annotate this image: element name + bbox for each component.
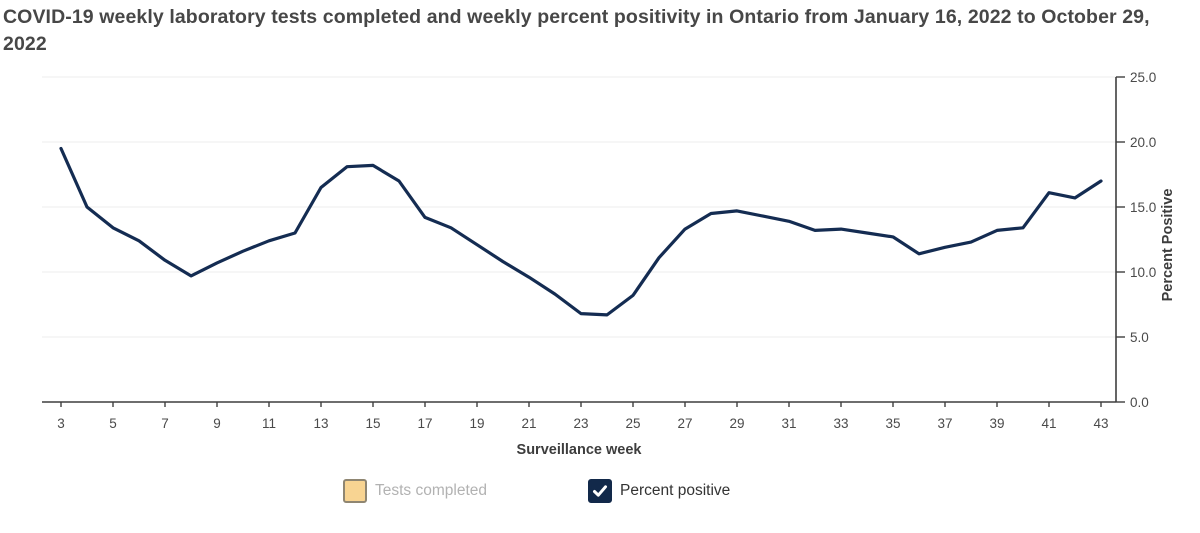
y-tick-label: 5.0 xyxy=(1130,330,1149,345)
x-tick-label: 9 xyxy=(213,416,221,431)
legend-item-percent-positive[interactable]: Percent positive xyxy=(588,479,730,503)
x-axis-title: Surveillance week xyxy=(517,442,643,458)
y-tick-label: 10.0 xyxy=(1130,265,1156,280)
percent-positive-line xyxy=(59,146,1103,317)
y-tick-label: 0.0 xyxy=(1130,395,1149,410)
y-axis-right-title: Percent Positive xyxy=(1160,189,1176,302)
x-tick-label: 33 xyxy=(833,416,848,431)
y-tick-label: 25.0 xyxy=(1130,70,1156,85)
x-tick-label: 15 xyxy=(365,416,380,431)
x-tick-label: 35 xyxy=(885,416,900,431)
x-tick-label: 11 xyxy=(262,416,276,431)
legend-label-tests-completed[interactable]: Tests completed xyxy=(375,482,487,499)
checkbox-unchecked-icon[interactable] xyxy=(343,479,367,503)
x-tick-label: 21 xyxy=(521,416,536,431)
x-tick-label: 37 xyxy=(937,416,952,431)
x-tick-label: 41 xyxy=(1041,416,1056,431)
x-tick-label: 19 xyxy=(469,416,484,431)
y-tick-label: 20.0 xyxy=(1130,135,1156,150)
checkmark-icon xyxy=(593,485,607,497)
x-tick-label: 17 xyxy=(417,416,432,431)
x-tick-label: 39 xyxy=(989,416,1004,431)
checkbox-checked-icon[interactable] xyxy=(588,479,612,503)
x-tick-label: 25 xyxy=(625,416,640,431)
legend-item-tests-completed[interactable]: Tests completed xyxy=(343,479,487,503)
chart-title: COVID-19 weekly laboratory tests complet… xyxy=(3,6,1150,55)
x-tick-label: 13 xyxy=(313,416,328,431)
x-tick-label: 31 xyxy=(781,416,796,431)
y-tick-label: 15.0 xyxy=(1130,200,1156,215)
x-tick-label: 23 xyxy=(573,416,588,431)
x-tick-label: 43 xyxy=(1093,416,1108,431)
x-tick-label: 7 xyxy=(161,416,169,431)
x-tick-label: 3 xyxy=(57,416,65,431)
x-tick-label: 5 xyxy=(109,416,117,431)
x-tick-label: 27 xyxy=(677,416,692,431)
x-tick-label: 29 xyxy=(729,416,744,431)
legend-label-percent-positive[interactable]: Percent positive xyxy=(620,482,731,499)
chart-legend: Tests completed Percent positive xyxy=(0,477,1200,509)
